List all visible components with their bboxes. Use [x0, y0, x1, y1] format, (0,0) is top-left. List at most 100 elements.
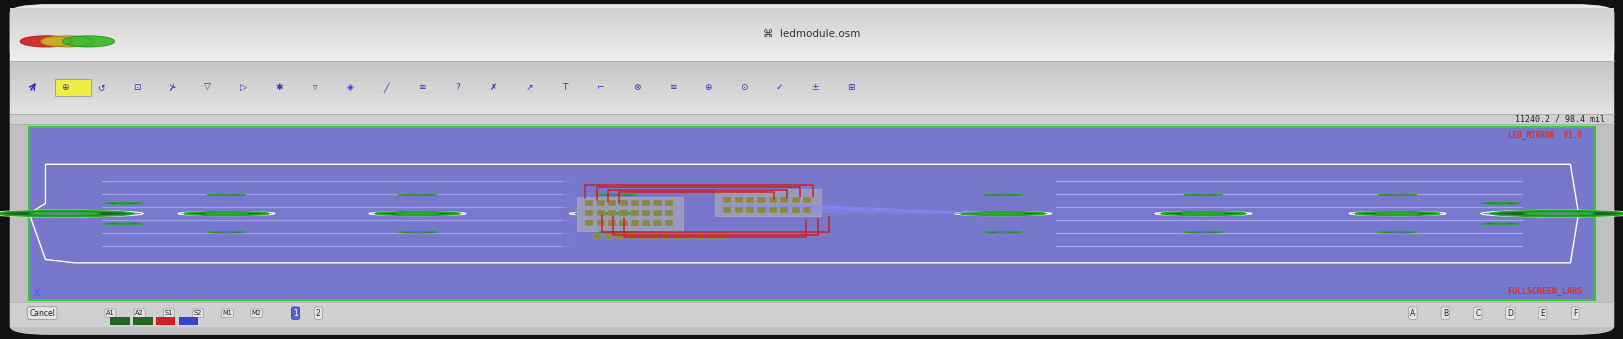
- Bar: [10, 107, 1613, 114]
- Ellipse shape: [0, 211, 133, 217]
- Text: E: E: [1540, 308, 1543, 318]
- Bar: [714, 189, 820, 216]
- Ellipse shape: [1160, 212, 1245, 215]
- Bar: [626, 234, 635, 239]
- Bar: [630, 210, 638, 216]
- Text: ≡: ≡: [419, 83, 425, 92]
- Text: ⊞: ⊞: [847, 83, 854, 92]
- Text: ±: ±: [812, 83, 818, 92]
- Bar: [756, 197, 764, 203]
- Bar: [649, 234, 657, 239]
- Ellipse shape: [1183, 194, 1222, 196]
- Bar: [630, 200, 638, 206]
- Bar: [576, 197, 682, 231]
- Ellipse shape: [104, 223, 143, 225]
- Text: M2: M2: [252, 310, 261, 316]
- Bar: [584, 200, 592, 206]
- Bar: [10, 74, 1613, 81]
- Bar: [596, 200, 604, 206]
- Ellipse shape: [409, 232, 425, 233]
- Ellipse shape: [1480, 202, 1519, 204]
- Ellipse shape: [29, 212, 101, 215]
- Text: ⊁: ⊁: [169, 83, 175, 92]
- Bar: [652, 200, 661, 206]
- Bar: [790, 197, 799, 203]
- Bar: [618, 210, 626, 216]
- Text: ▽: ▽: [204, 83, 211, 92]
- Ellipse shape: [597, 231, 636, 233]
- Ellipse shape: [984, 231, 1022, 233]
- Ellipse shape: [1522, 212, 1594, 215]
- Bar: [10, 302, 1613, 327]
- Circle shape: [62, 36, 114, 47]
- Text: ✗: ✗: [490, 83, 497, 92]
- Bar: [10, 81, 1613, 87]
- Bar: [756, 207, 764, 213]
- Ellipse shape: [375, 212, 459, 215]
- Text: A2: A2: [135, 310, 144, 316]
- Bar: [10, 40, 1613, 45]
- Bar: [683, 234, 691, 239]
- Bar: [10, 56, 1613, 61]
- Ellipse shape: [115, 223, 131, 224]
- Bar: [745, 207, 753, 213]
- Text: S1: S1: [164, 310, 174, 316]
- Bar: [607, 220, 615, 226]
- Bar: [10, 35, 1613, 40]
- Bar: [802, 207, 810, 213]
- Bar: [29, 127, 1594, 300]
- Ellipse shape: [1355, 212, 1440, 215]
- Bar: [768, 207, 776, 213]
- Ellipse shape: [398, 194, 437, 196]
- Bar: [607, 200, 615, 206]
- Bar: [768, 197, 776, 203]
- Bar: [10, 51, 1613, 56]
- Text: ⊕: ⊕: [62, 83, 68, 92]
- Bar: [10, 61, 1613, 67]
- Text: ✱: ✱: [276, 83, 282, 92]
- Bar: [641, 210, 649, 216]
- Bar: [596, 210, 604, 216]
- Bar: [706, 234, 714, 239]
- Ellipse shape: [206, 231, 245, 233]
- Bar: [10, 45, 1613, 51]
- Text: Cancel: Cancel: [29, 308, 55, 318]
- Text: ?: ?: [456, 83, 459, 92]
- Bar: [10, 100, 1613, 107]
- Bar: [10, 14, 1613, 19]
- Text: ⊙: ⊙: [740, 83, 747, 92]
- Bar: [10, 19, 1613, 24]
- Bar: [630, 220, 638, 226]
- Bar: [618, 220, 626, 226]
- Text: D: D: [1506, 308, 1513, 318]
- Text: X: X: [34, 289, 41, 298]
- Ellipse shape: [1183, 231, 1222, 233]
- Bar: [664, 220, 672, 226]
- Text: ≡: ≡: [669, 83, 675, 92]
- Text: ↺: ↺: [97, 83, 104, 92]
- Ellipse shape: [1388, 232, 1406, 233]
- Text: S2: S2: [193, 310, 203, 316]
- Bar: [110, 317, 130, 325]
- Text: ◈: ◈: [347, 83, 354, 92]
- Bar: [604, 234, 612, 239]
- Bar: [607, 210, 615, 216]
- Ellipse shape: [993, 232, 1011, 233]
- Text: ▷: ▷: [240, 83, 247, 92]
- Bar: [779, 207, 787, 213]
- Bar: [745, 197, 753, 203]
- Text: ⌘  ledmodule.osm: ⌘ ledmodule.osm: [763, 29, 860, 39]
- Ellipse shape: [115, 203, 131, 204]
- Text: A1: A1: [105, 310, 115, 316]
- Ellipse shape: [1492, 203, 1508, 204]
- Ellipse shape: [609, 232, 626, 233]
- Bar: [584, 210, 592, 216]
- Ellipse shape: [398, 231, 437, 233]
- Ellipse shape: [1492, 223, 1508, 224]
- Text: LED_MIRROR  V1.0: LED_MIRROR V1.0: [1506, 131, 1581, 140]
- Text: M1: M1: [222, 310, 232, 316]
- Ellipse shape: [1378, 194, 1417, 196]
- Text: ⌐: ⌐: [597, 83, 604, 92]
- Text: ▿: ▿: [313, 83, 316, 92]
- Bar: [133, 317, 153, 325]
